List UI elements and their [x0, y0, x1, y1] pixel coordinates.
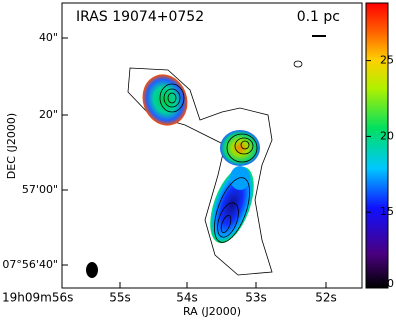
title: IRAS 19074+0752 — [76, 9, 204, 25]
x-tick-label: 54s — [176, 291, 198, 305]
colorbar-tick-label: 20 — [380, 129, 394, 142]
y-tick-label: 07°56'40" — [2, 258, 58, 271]
colorbar-tick-label: 15 — [380, 205, 394, 218]
plot-frame — [61, 2, 363, 289]
x-tick-label: 55s — [109, 291, 131, 305]
y-axis-label: DEC (J2000) — [5, 113, 18, 179]
colorbar-tick-label: 25 — [380, 54, 394, 67]
y-tick-label: 57'00" — [22, 183, 58, 196]
scale-label: 0.1 pc — [297, 9, 340, 25]
y-tick-label: 20" — [39, 108, 58, 121]
x-tick-label: 52s — [315, 291, 337, 305]
x-axis-label: RA (J2000) — [183, 305, 241, 318]
colorbar — [365, 2, 389, 289]
y-tick-label: 40" — [39, 31, 58, 44]
map-image — [86, 35, 326, 278]
x-tick-label: 53s — [245, 291, 267, 305]
colorbar-tick-label: 10 — [380, 277, 394, 290]
x-tick-label: 19h09m56s — [2, 291, 73, 305]
